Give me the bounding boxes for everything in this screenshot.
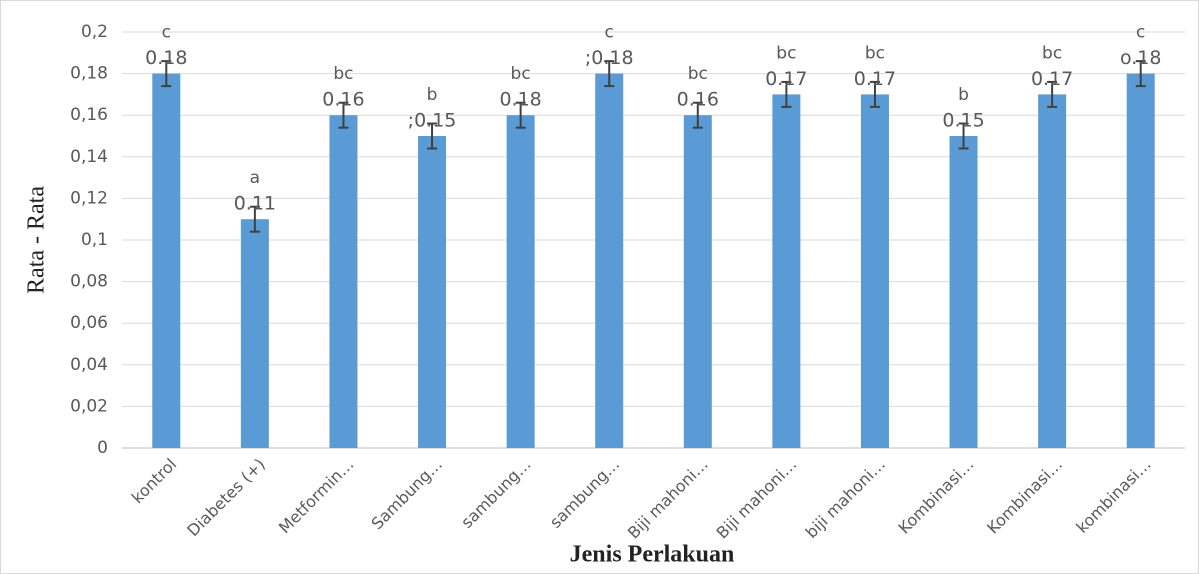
significance-letter: bc [865,43,885,63]
y-tick-label: 0,2 [81,22,108,42]
y-axis-title: Rata - Rata [24,186,50,294]
data-label: ;0.15 [408,110,457,132]
error-bar [958,122,969,150]
bar [329,115,358,448]
error-bar [781,80,792,108]
significance-letter: b [427,85,438,105]
error-bar [161,60,172,88]
data-label: 0.17 [765,68,807,90]
bar [240,219,269,448]
bar [860,94,889,449]
bar [772,94,801,449]
significance-letter: bc [333,64,353,84]
error-bar [869,80,880,108]
data-label: 0.18 [145,47,187,69]
y-tick-label: 0,14 [70,147,108,167]
y-tick-label: 0,1 [81,230,108,250]
data-label: 0.18 [499,89,541,111]
error-bar [338,101,349,129]
y-tick-label: 0 [97,438,108,458]
bar [683,115,712,448]
y-tick-label: 0,04 [70,355,108,375]
data-label: 0.15 [942,110,984,132]
significance-letter: bc [688,64,708,84]
y-tick-label: 0,08 [70,272,108,292]
error-bar [604,60,615,88]
data-label: o.18 [1120,47,1162,69]
bar [1038,94,1067,449]
significance-letter: bc [1042,43,1062,63]
significance-letter: a [250,168,260,188]
bar [506,115,535,448]
y-tick-label: 0,06 [70,313,108,333]
data-label: 0.17 [854,68,896,90]
error-bar [427,122,438,150]
y-tick-label: 0,12 [70,188,108,208]
data-label: 0.16 [677,89,719,111]
bar [595,73,624,448]
significance-letter: bc [776,43,796,63]
significance-letter: c [1136,23,1145,43]
error-bar [515,101,526,129]
bar [418,136,447,448]
error-bar [1135,60,1146,88]
error-bar [1047,80,1058,108]
y-tick-label: 0,16 [70,105,108,125]
bar [1126,73,1155,448]
bar [152,73,181,448]
bar [949,136,978,448]
significance-letter: bc [511,64,531,84]
data-label: ;0.18 [585,47,634,69]
data-label: 0.11 [234,193,276,215]
significance-letter: c [162,23,171,43]
y-tick-label: 0,02 [70,396,108,416]
error-bar [249,205,260,233]
significance-letter: b [958,85,969,105]
data-label: 0.17 [1031,68,1073,90]
x-axis-title: Jenis Perlakuan [570,542,735,568]
data-label: 0.16 [322,89,364,111]
error-bar [692,101,703,129]
y-tick-label: 0,18 [70,64,108,84]
significance-letter: c [605,23,614,43]
